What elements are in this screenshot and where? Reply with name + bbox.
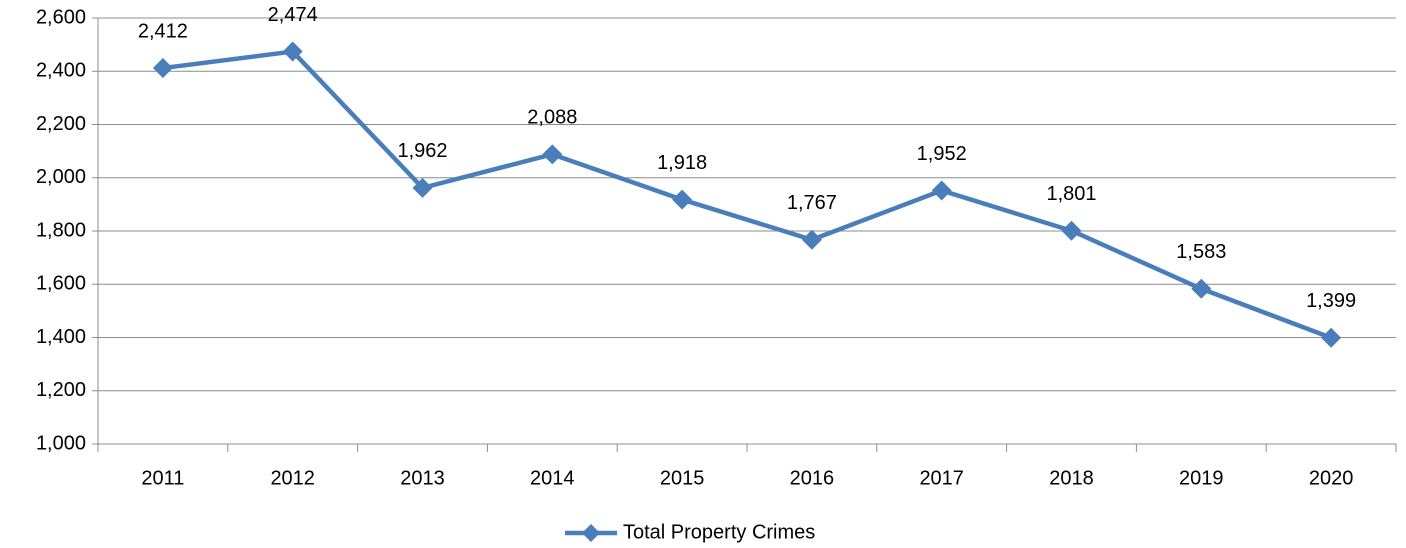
marker xyxy=(1321,327,1342,348)
data-label: 1,962 xyxy=(397,140,447,162)
marker xyxy=(412,177,433,198)
marker xyxy=(542,144,563,165)
legend-label: Total Property Crimes xyxy=(623,521,815,543)
marker xyxy=(931,180,952,201)
data-label: 1,399 xyxy=(1306,290,1356,312)
marker xyxy=(282,41,303,62)
y-tick-label: 1,000 xyxy=(36,432,86,454)
marker xyxy=(801,229,822,250)
data-label: 2,474 xyxy=(268,4,318,26)
data-label: 1,583 xyxy=(1176,241,1226,263)
data-label: 1,767 xyxy=(787,192,837,214)
line xyxy=(162,49,1332,340)
x-tick-label: 2012 xyxy=(270,467,315,489)
y-tick-label: 1,600 xyxy=(36,273,86,295)
x-tick-label: 2015 xyxy=(660,467,705,489)
x-tick-label: 2013 xyxy=(400,467,445,489)
x-tick-label: 2019 xyxy=(1179,467,1224,489)
marker xyxy=(1061,220,1082,241)
y-tick-label: 1,200 xyxy=(36,379,86,401)
data-label: 2,412 xyxy=(138,20,188,42)
marker xyxy=(152,58,173,79)
data-label: 1,918 xyxy=(657,152,707,174)
data-label: 1,952 xyxy=(917,143,967,165)
y-tick-label: 2,200 xyxy=(36,113,86,135)
y-tick-label: 2,600 xyxy=(36,6,86,28)
x-tick-label: 2018 xyxy=(1049,467,1094,489)
y-tick-label: 2,000 xyxy=(36,166,86,188)
data-label: 1,801 xyxy=(1046,183,1096,205)
x-tick-label: 2016 xyxy=(790,467,835,489)
x-tick-label: 2017 xyxy=(919,467,964,489)
legend-marker xyxy=(582,524,600,542)
marker xyxy=(1191,278,1212,299)
y-tick-label: 1,400 xyxy=(36,326,86,348)
y-tick-label: 1,800 xyxy=(36,219,86,241)
x-tick-label: 2011 xyxy=(141,467,184,489)
marker xyxy=(672,189,693,210)
y-tick-label: 2,400 xyxy=(36,60,86,82)
x-tick-label: 2020 xyxy=(1309,467,1354,489)
data-label: 2,088 xyxy=(527,107,577,129)
x-tick-label: 2014 xyxy=(530,467,575,489)
